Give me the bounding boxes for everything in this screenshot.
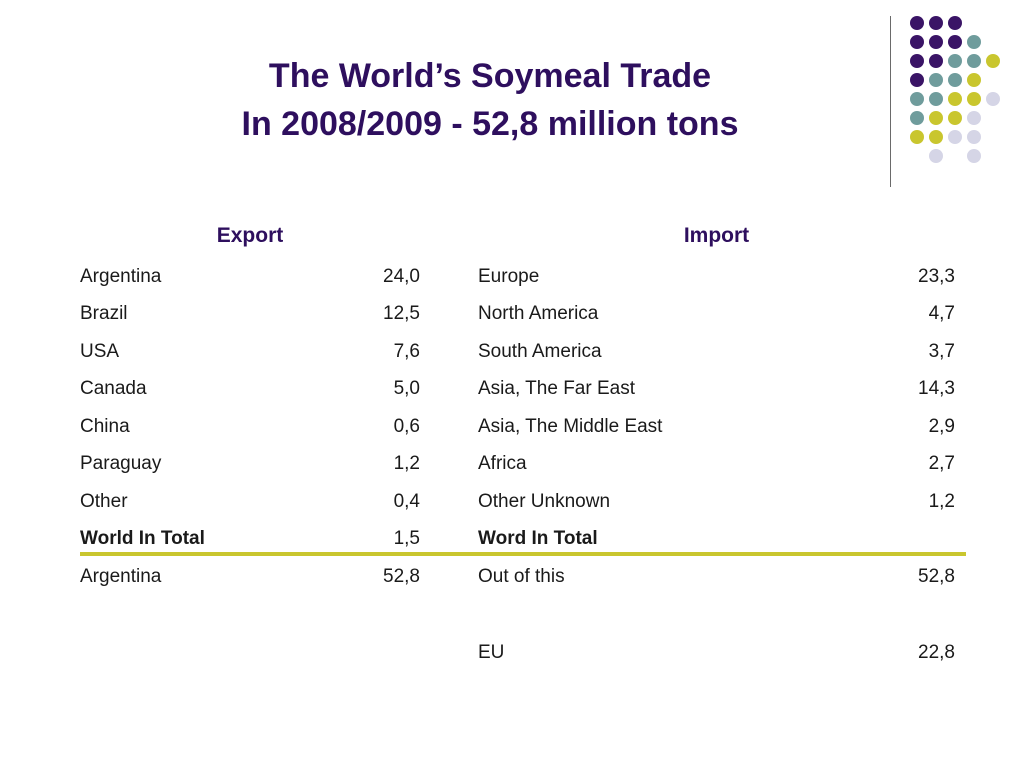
decorative-dot [929, 35, 943, 49]
decorative-dot [910, 73, 924, 87]
import-region: Europe [478, 266, 540, 287]
export-total-label: World In Total [80, 528, 205, 549]
import-value: 22,8 [918, 642, 955, 663]
decorative-dot [948, 130, 962, 144]
decorative-dot [929, 92, 943, 106]
table-row: Argentina 52,8 Out of this 52,8 [0, 564, 1024, 601]
decorative-dot [910, 130, 924, 144]
decorative-dot [910, 111, 924, 125]
decorative-dot [986, 92, 1000, 106]
title-line-2: In 2008/2009 - 52,8 million tons [241, 105, 739, 143]
decorative-dot [948, 54, 962, 68]
decorative-dot-grid [904, 10, 1014, 170]
table-row: Other 0,4 Other Unknown 1,2 [0, 489, 1024, 526]
export-value: 12,5 [383, 303, 420, 324]
table-row: Argentina 24,0 Europe 23,3 [0, 264, 1024, 301]
import-region: EU [478, 642, 505, 663]
import-region: Africa [478, 453, 527, 474]
slide-title: The World’s Soymeal Trade In 2008/2009 -… [120, 52, 860, 148]
import-region: Asia, The Middle East [478, 416, 663, 437]
export-value: 52,8 [383, 566, 420, 587]
decorative-dot [910, 35, 924, 49]
import-value: 52,8 [918, 566, 955, 587]
table-row: Brazil 12,5 North America 4,7 [0, 301, 1024, 338]
decorative-dot [910, 54, 924, 68]
export-value: 1,2 [393, 453, 420, 474]
decorative-dot [929, 73, 943, 87]
import-value: 2,7 [928, 453, 955, 474]
export-value: 7,6 [393, 341, 420, 362]
total-separator-line [80, 552, 966, 556]
export-value: 0,6 [393, 416, 420, 437]
import-region: Asia, The Far East [478, 378, 635, 399]
decorative-dot [910, 16, 924, 30]
import-region: North America [478, 303, 599, 324]
export-value: 5,0 [393, 378, 420, 399]
decorative-dot [967, 35, 981, 49]
decorative-divider-line [890, 16, 891, 187]
import-region: Out of this [478, 566, 565, 587]
import-region: Other Unknown [478, 491, 611, 512]
import-value: 4,7 [928, 303, 955, 324]
import-value: 23,3 [918, 266, 955, 287]
export-country: China [80, 416, 130, 437]
export-country: Argentina [80, 266, 162, 287]
table-row [0, 602, 1024, 639]
table-row-total: World In Total 1,5 Word In Total [0, 526, 1024, 563]
decorative-dot [986, 54, 1000, 68]
decorative-dot [967, 92, 981, 106]
table-row: EU 22,8 [0, 640, 1024, 677]
export-header: Export [216, 224, 284, 247]
table-row: China 0,6 Asia, The Middle East 2,9 [0, 414, 1024, 451]
import-value: 14,3 [918, 378, 955, 399]
import-value: 1,2 [928, 491, 955, 512]
decorative-dot [967, 130, 981, 144]
import-value: 2,9 [928, 416, 955, 437]
decorative-dot [929, 130, 943, 144]
export-country: Paraguay [80, 453, 162, 474]
decorative-dot [948, 35, 962, 49]
decorative-dot [910, 92, 924, 106]
decorative-dot [967, 73, 981, 87]
export-country: Argentina [80, 566, 162, 587]
import-total-label: Word In Total [478, 528, 598, 549]
table-row: USA 7,6 South America 3,7 [0, 339, 1024, 376]
decorative-dot [948, 73, 962, 87]
import-value: 3,7 [928, 341, 955, 362]
decorative-dot [967, 149, 981, 163]
decorative-dot [929, 111, 943, 125]
export-country: Canada [80, 378, 147, 399]
export-value: 0,4 [393, 491, 420, 512]
export-country: Other [80, 491, 128, 512]
table-row: Paraguay 1,2 Africa 2,7 [0, 451, 1024, 488]
title-line-1: The World’s Soymeal Trade [268, 57, 712, 95]
decorative-dot [948, 111, 962, 125]
export-country: Brazil [80, 303, 128, 324]
decorative-dot [929, 54, 943, 68]
decorative-dot [967, 111, 981, 125]
import-header: Import [683, 224, 750, 247]
decorative-dot [948, 92, 962, 106]
decorative-dot [929, 149, 943, 163]
export-value: 24,0 [383, 266, 420, 287]
export-value: 1,5 [393, 528, 420, 549]
import-region: South America [478, 341, 602, 362]
decorative-dot [967, 54, 981, 68]
decorative-dot [948, 16, 962, 30]
decorative-dot [929, 16, 943, 30]
export-country: USA [80, 341, 120, 362]
table-row: Canada 5,0 Asia, The Far East 14,3 [0, 376, 1024, 413]
